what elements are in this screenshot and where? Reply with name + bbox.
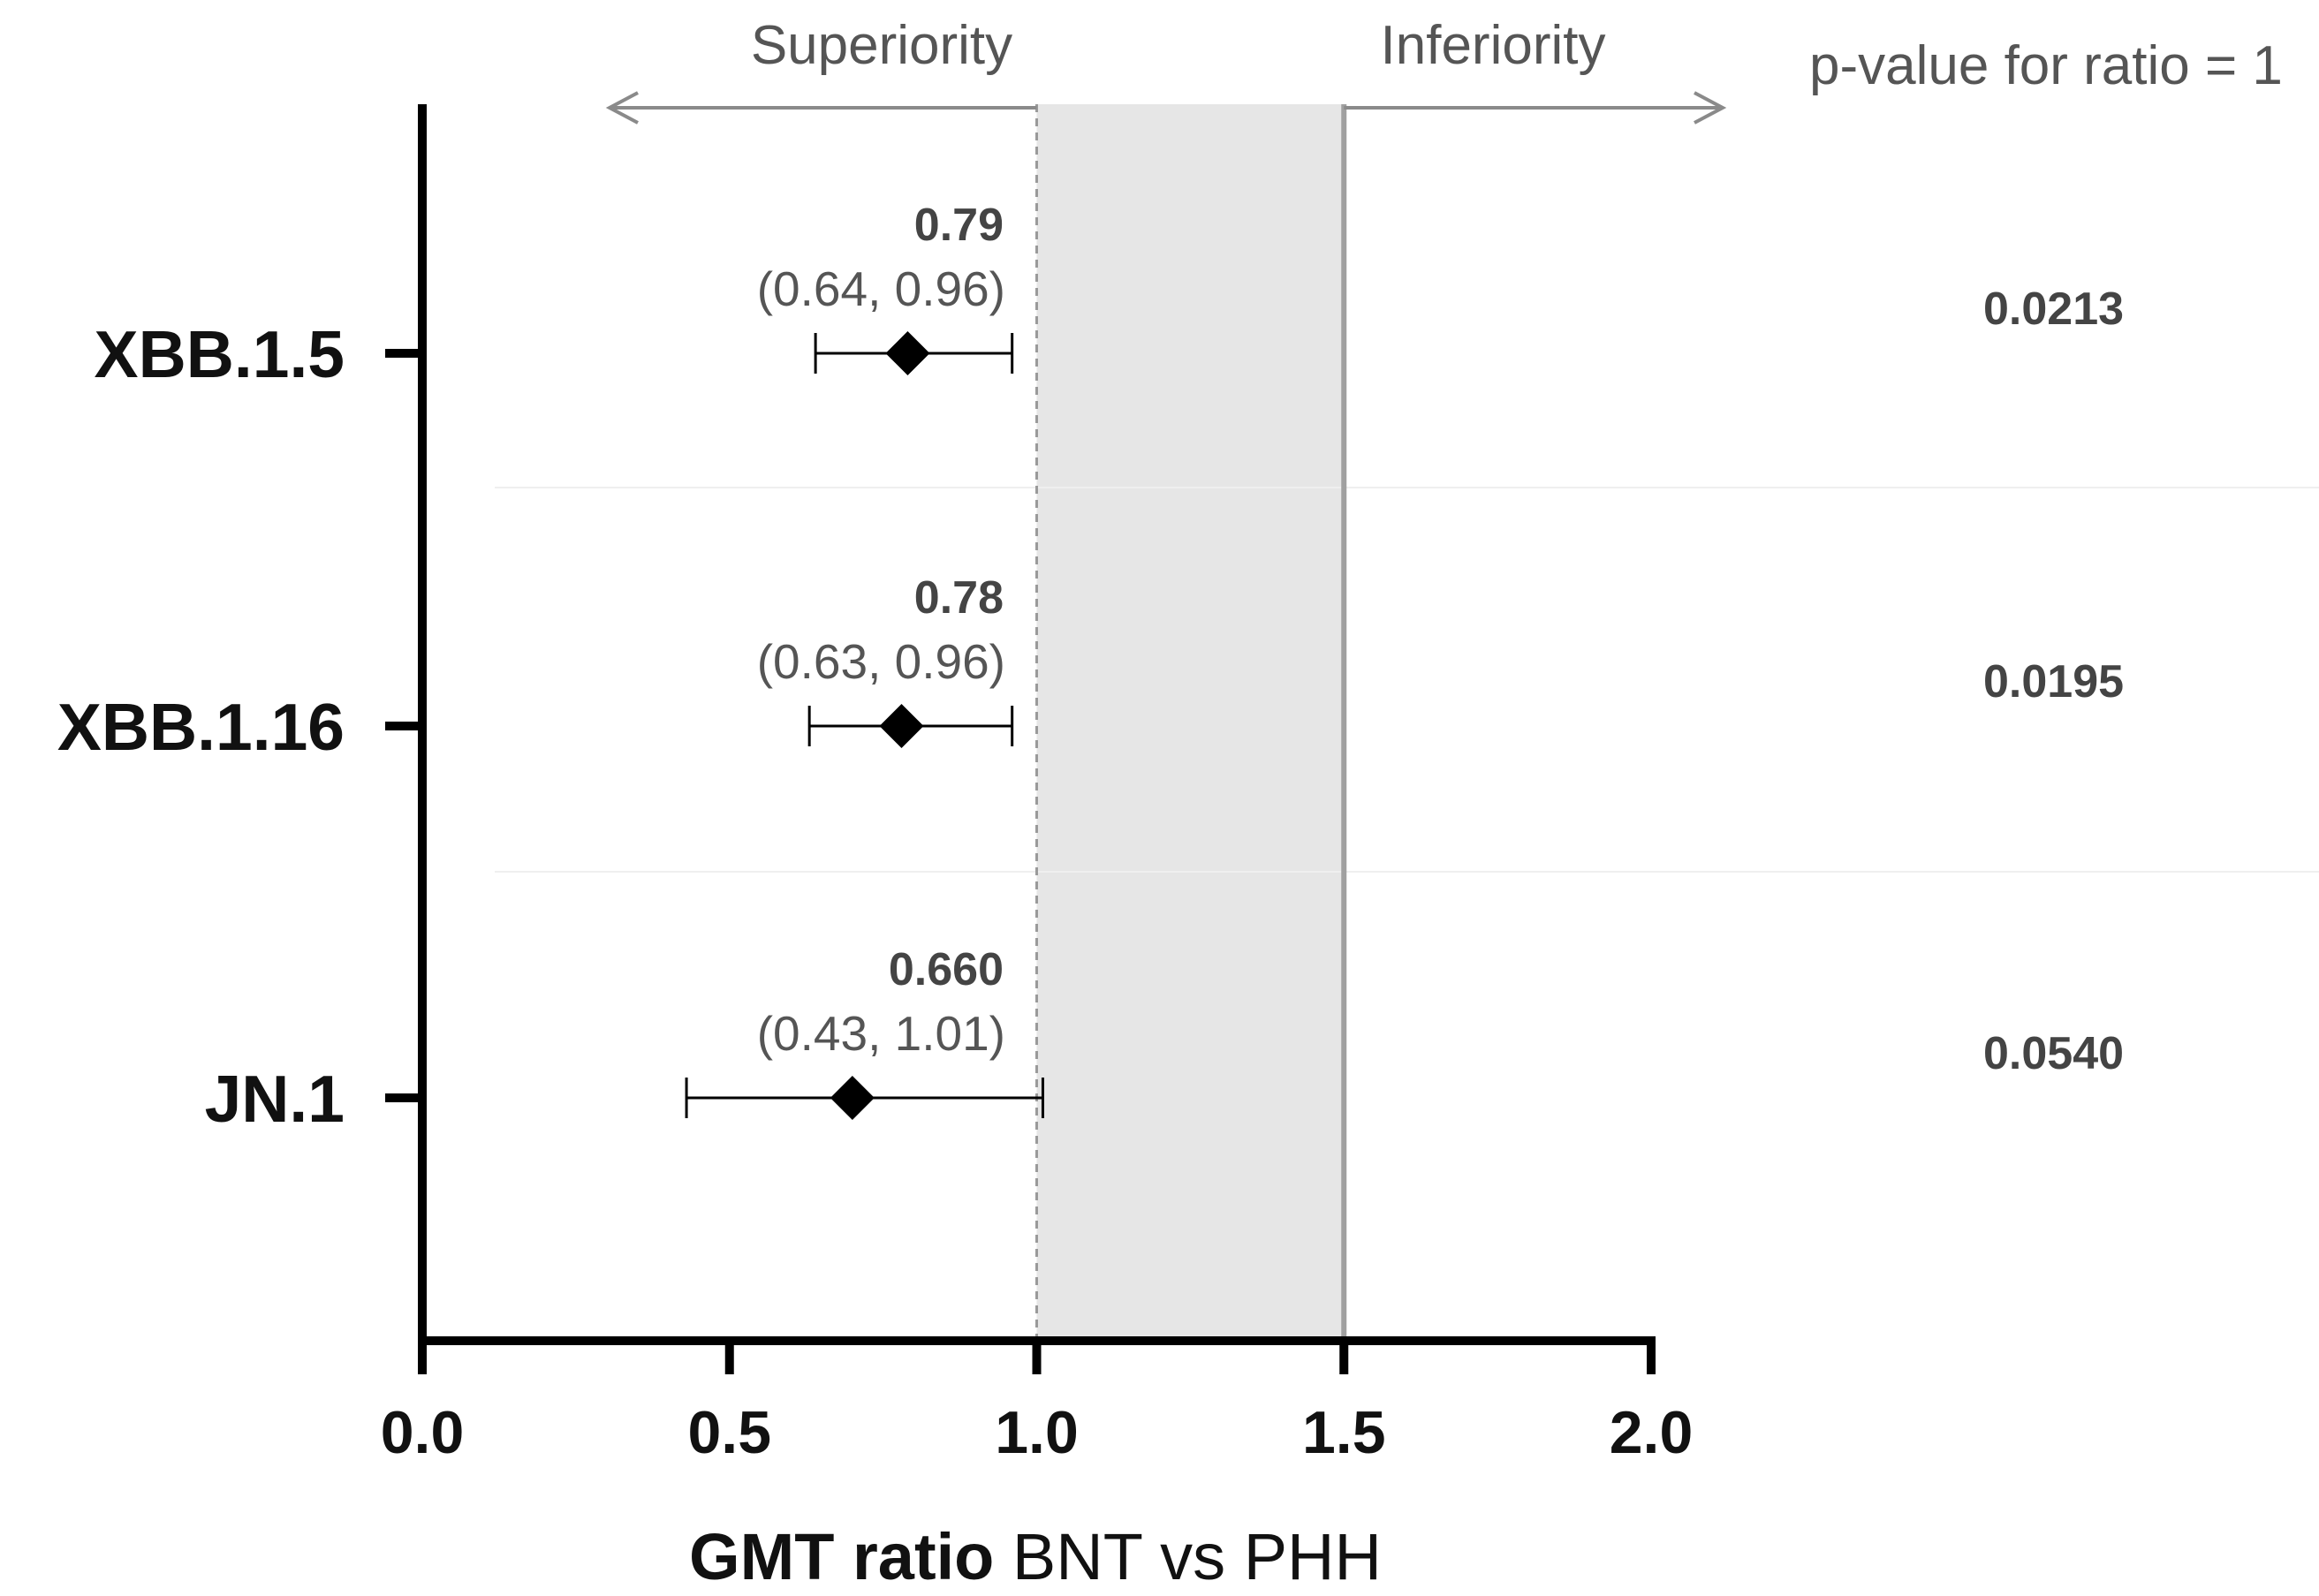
inferiority-label: Inferiority: [1381, 15, 1606, 76]
row-3-p-value: 0.0540: [1983, 1028, 2124, 1079]
x-tick-label-4: 2.0: [1610, 1399, 1694, 1466]
x-axis-label-bold: GMT ratio: [689, 1520, 994, 1593]
superiority-label: Superiority: [751, 15, 1012, 76]
row-3-ci-label: (0.43, 1.01): [757, 1006, 1005, 1061]
pvalue-header: p-value for ratio = 1: [1809, 35, 2283, 96]
x-tick-label-0: 0.0: [381, 1399, 465, 1466]
superiority-arrow-head: [605, 91, 639, 125]
x-tick-label-2: 1.0: [995, 1399, 1079, 1466]
x-tick-label-3: 1.5: [1302, 1399, 1386, 1466]
x-axis-label-rest: BNT vs PHH: [994, 1520, 1382, 1593]
row-2-ci-label: (0.63, 0.96): [757, 634, 1005, 689]
row-3-estimate-label: 0.660: [889, 944, 1004, 995]
row-1-p-value: 0.0213: [1983, 284, 2124, 335]
row-1-estimate-label: 0.79: [914, 200, 1004, 251]
row-2-estimate-marker: [879, 704, 924, 748]
shaded-region: [1036, 104, 1345, 1341]
row-2-p-value: 0.0195: [1983, 656, 2124, 707]
row-2-estimate-label: 0.78: [914, 572, 1004, 624]
row-1-ci-label: (0.64, 0.96): [757, 261, 1005, 316]
row-1-estimate-marker: [885, 331, 930, 375]
row-2-category-label: XBB.1.16: [57, 690, 345, 764]
row-3-category-label: JN.1: [205, 1062, 345, 1136]
inferiority-arrow-head: [1694, 91, 1727, 125]
row-3-estimate-marker: [830, 1076, 875, 1120]
row-1-category-label: XBB.1.5: [95, 317, 345, 391]
x-axis-label: GMT ratio BNT vs PHH: [689, 1520, 1382, 1593]
x-tick-label-1: 0.5: [687, 1399, 771, 1466]
